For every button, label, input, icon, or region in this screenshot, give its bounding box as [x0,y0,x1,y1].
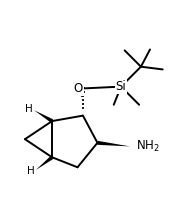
Text: H: H [27,166,35,176]
Text: NH$_2$: NH$_2$ [136,139,160,154]
Text: O: O [74,82,83,95]
Polygon shape [36,156,53,170]
Text: Si: Si [116,80,126,93]
Polygon shape [34,110,53,123]
Text: H: H [25,104,32,114]
Polygon shape [97,141,130,146]
